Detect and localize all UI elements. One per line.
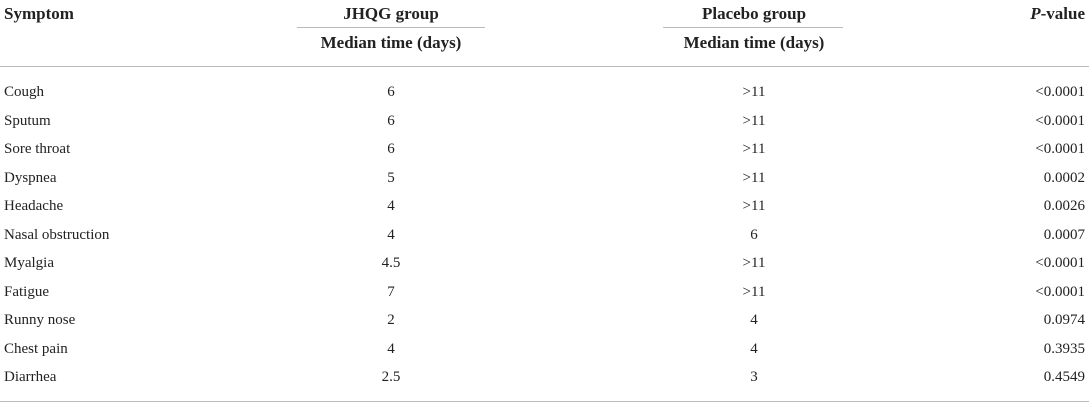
header-pvalue: P-value [1030, 4, 1085, 23]
symptom-cell: Dyspnea [4, 169, 57, 186]
placebo-cell: >11 [742, 283, 766, 300]
symptom-cell: Chest pain [4, 340, 68, 357]
placebo-cell: >11 [742, 198, 766, 214]
group-rule [297, 27, 485, 28]
pvalue-cell: 0.0974 [1043, 312, 1085, 328]
jhqg-cell: 4 [387, 226, 395, 243]
jhqg-cell: 4 [387, 340, 395, 357]
jhqg-cell: 4.5 [381, 255, 401, 271]
placebo-cell: >11 [742, 141, 766, 157]
header-rule [0, 66, 1089, 67]
pvalue-cell: 0.3935 [1043, 340, 1085, 357]
pvalue-cell: 0.0026 [1043, 198, 1085, 214]
header-group: Placebo group [701, 4, 807, 23]
jhqg-cell: 6 [387, 112, 395, 129]
jhqg-cell: 4 [387, 198, 395, 214]
symptom-cell: Headache [4, 198, 64, 214]
placebo-cell: 6 [750, 226, 758, 243]
symptom-cell: Myalgia [4, 255, 54, 271]
jhqg-cell: 2.5 [381, 369, 401, 385]
subheader: Median time (days) [683, 33, 825, 52]
pvalue-cell: <0.0001 [1035, 141, 1085, 157]
bottom-rule [0, 401, 1089, 402]
placebo-cell: 4 [750, 340, 758, 357]
pvalue-cell: <0.0001 [1035, 84, 1085, 100]
symptom-cell: Fatigue [4, 283, 49, 300]
symptom-cell: Sore throat [4, 141, 71, 157]
symptom-cell: Cough [4, 84, 45, 100]
placebo-cell: 4 [750, 312, 758, 328]
placebo-cell: 3 [750, 369, 758, 385]
jhqg-cell: 2 [387, 312, 395, 328]
group-rule [663, 27, 843, 28]
pvalue-cell: <0.0001 [1035, 112, 1085, 129]
placebo-cell: >11 [742, 112, 766, 129]
symptom-cell: Diarrhea [4, 369, 57, 385]
jhqg-cell: 6 [387, 141, 395, 157]
pvalue-cell: 0.4549 [1043, 369, 1085, 385]
header-group: JHQG group [343, 4, 439, 23]
jhqg-cell: 6 [387, 84, 395, 100]
pvalue-cell: 0.0007 [1043, 226, 1085, 243]
jhqg-cell: 7 [387, 283, 395, 300]
symptom-cell: Runny nose [4, 312, 76, 328]
placebo-cell: >11 [742, 169, 766, 186]
symptom-cell: Sputum [4, 112, 51, 129]
symptom-cell: Nasal obstruction [4, 226, 110, 243]
jhqg-cell: 5 [387, 169, 395, 186]
pvalue-cell: 0.0002 [1043, 169, 1085, 186]
pvalue-cell: <0.0001 [1035, 283, 1085, 300]
header-symptom: Symptom [4, 4, 74, 23]
subheader: Median time (days) [320, 33, 462, 52]
pvalue-cell: <0.0001 [1035, 255, 1085, 271]
placebo-cell: >11 [742, 84, 766, 100]
placebo-cell: >11 [742, 255, 766, 271]
